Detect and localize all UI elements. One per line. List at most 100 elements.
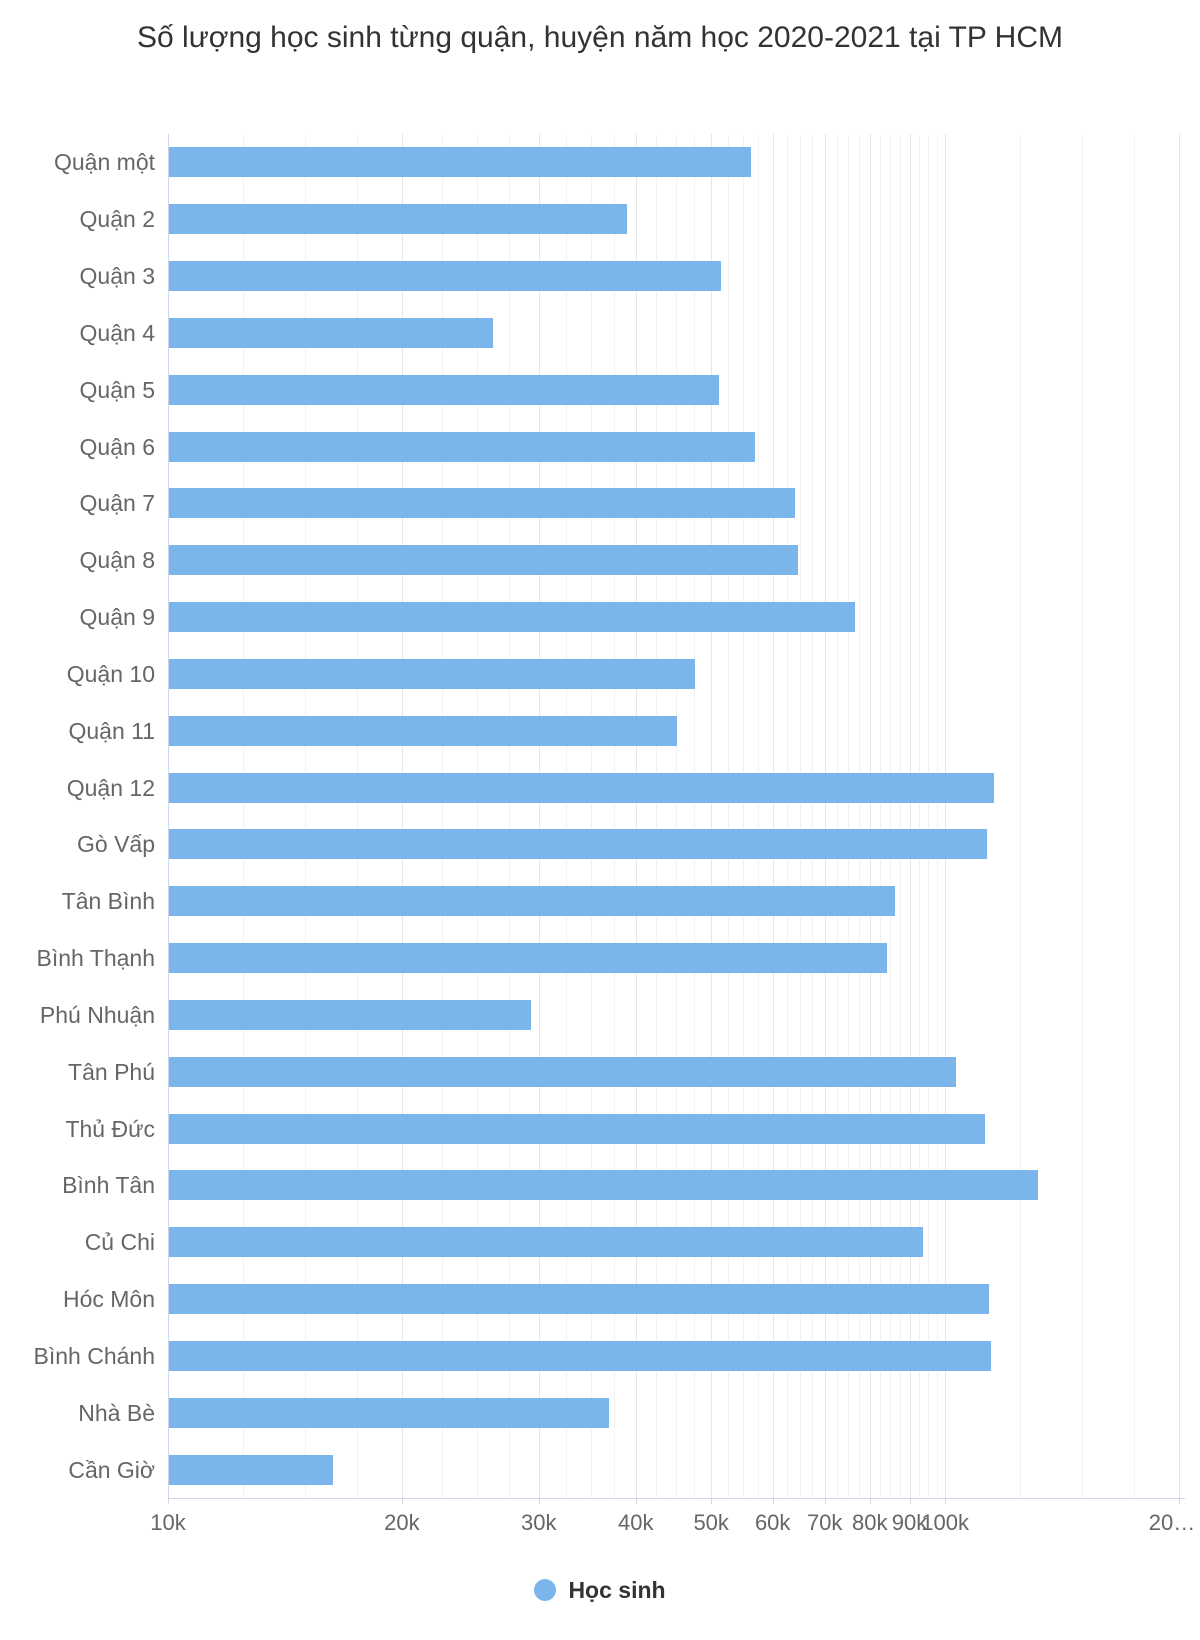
gridline-major (401, 134, 403, 1498)
bar[interactable] (168, 602, 856, 633)
legend-marker-icon[interactable] (534, 1579, 557, 1601)
gridline-minor (304, 134, 306, 1498)
gridline-minor (693, 134, 695, 1498)
tick-mark (635, 1498, 637, 1504)
bar[interactable] (168, 772, 994, 803)
x-axis-tick-label: 50k (693, 1510, 729, 1535)
y-axis-label: Quận 6 (79, 433, 155, 460)
y-axis-label: Tân Phú (68, 1058, 155, 1085)
bar[interactable] (168, 374, 720, 405)
tick-mark (909, 1498, 911, 1504)
y-axis-label: Phú Nhuận (39, 1001, 155, 1028)
gridline-minor (477, 134, 479, 1498)
gridline-minor (1081, 134, 1083, 1498)
gridline-minor (859, 134, 861, 1498)
y-axis-label: Bình Chánh (33, 1342, 155, 1369)
x-axis-tick-label: 60k (754, 1510, 791, 1535)
tick-mark (945, 1498, 947, 1504)
gridline-minor (614, 134, 616, 1498)
bar[interactable] (168, 1227, 923, 1258)
tick-mark (772, 1498, 774, 1504)
tick-mark (869, 1498, 871, 1504)
legend: Học sinh (0, 1572, 1200, 1608)
bar[interactable] (168, 545, 799, 576)
gridline-minor (656, 134, 658, 1498)
bar[interactable] (168, 1170, 1038, 1201)
gridline-minor (812, 134, 814, 1498)
gridline-major (772, 134, 774, 1498)
y-axis-label: Cần Giờ (68, 1456, 155, 1483)
y-axis-label: Quận một (54, 149, 155, 176)
gridline-minor (727, 134, 729, 1498)
gridline-major (869, 134, 871, 1498)
y-axis-label: Quận 9 (79, 604, 155, 631)
gridline-major (538, 134, 540, 1498)
y-axis-label: Quận 5 (79, 376, 155, 403)
bar[interactable] (168, 999, 531, 1030)
tick-mark (1179, 1498, 1180, 1504)
y-axis-label: Quận 10 (66, 660, 155, 687)
y-axis-label: Quận 4 (79, 319, 155, 346)
bar[interactable] (168, 261, 722, 292)
x-axis-tick-label: 40k (618, 1510, 654, 1535)
tick-mark (401, 1498, 403, 1504)
bar[interactable] (168, 715, 678, 746)
y-axis-label: Bình Thạnh (36, 945, 155, 972)
y-axis-label: Quận 12 (66, 774, 155, 801)
x-axis-tick-label: 80k (852, 1510, 888, 1535)
bar[interactable] (168, 147, 751, 178)
x-axis-tick-label: 90k (891, 1510, 928, 1535)
gridline-major (824, 134, 826, 1498)
gridline-minor (675, 134, 677, 1498)
bar[interactable] (168, 1340, 992, 1371)
y-axis-label: Củ Chi (84, 1229, 155, 1256)
x-axis-tick-label: 20… (1148, 1510, 1196, 1535)
y-axis-label: Quận 8 (79, 547, 155, 574)
gridline-major (635, 134, 637, 1498)
bar[interactable] (168, 1397, 609, 1428)
gridline-minor (848, 134, 849, 1498)
bar[interactable] (168, 658, 696, 689)
bar[interactable] (168, 431, 755, 462)
gridline-major (711, 134, 713, 1498)
bar[interactable] (168, 886, 895, 917)
gridline-minor (900, 134, 901, 1498)
gridline-minor (758, 134, 760, 1498)
gridline-major (945, 134, 947, 1498)
y-axis-label: Thủ Đức (65, 1115, 155, 1142)
y-axis-label: Quận 3 (79, 263, 155, 290)
gridline-minor (927, 134, 929, 1498)
legend-item-label[interactable]: Học sinh (568, 1576, 666, 1603)
x-axis-tick-label: 70k (806, 1510, 843, 1535)
bar[interactable] (168, 488, 795, 519)
gridline-minor (243, 134, 245, 1498)
bar[interactable] (168, 317, 494, 348)
gridline-minor (441, 134, 443, 1498)
gridline-minor (565, 134, 567, 1498)
bar[interactable] (168, 1113, 985, 1144)
gridline-minor (799, 134, 801, 1498)
bar[interactable] (168, 1056, 957, 1087)
bar[interactable] (168, 1454, 333, 1485)
gridline-minor (890, 134, 892, 1498)
bar[interactable] (168, 204, 628, 235)
gridline-minor (836, 134, 838, 1498)
y-axis-line (168, 134, 169, 1498)
y-axis-label: Nhà Bè (78, 1399, 155, 1426)
bar[interactable] (168, 943, 887, 974)
tick-mark (711, 1498, 713, 1504)
chart-title: Số lượng học sinh từng quận, huyện năm h… (137, 21, 1063, 54)
bar[interactable] (168, 829, 988, 860)
gridline-minor (509, 134, 511, 1498)
gridline-minor (880, 134, 882, 1498)
gridline-major (1179, 134, 1180, 1498)
x-axis-tick-label: 20k (384, 1510, 420, 1535)
gridline-minor (918, 134, 920, 1498)
y-axis-label: Quận 2 (79, 206, 155, 233)
y-axis-label: Quận 7 (79, 490, 155, 517)
gridline-minor (1133, 134, 1135, 1498)
gridline-minor (936, 134, 938, 1498)
tick-mark (824, 1498, 826, 1504)
y-axis-label: Tân Bình (61, 888, 155, 915)
bar[interactable] (168, 1284, 989, 1315)
